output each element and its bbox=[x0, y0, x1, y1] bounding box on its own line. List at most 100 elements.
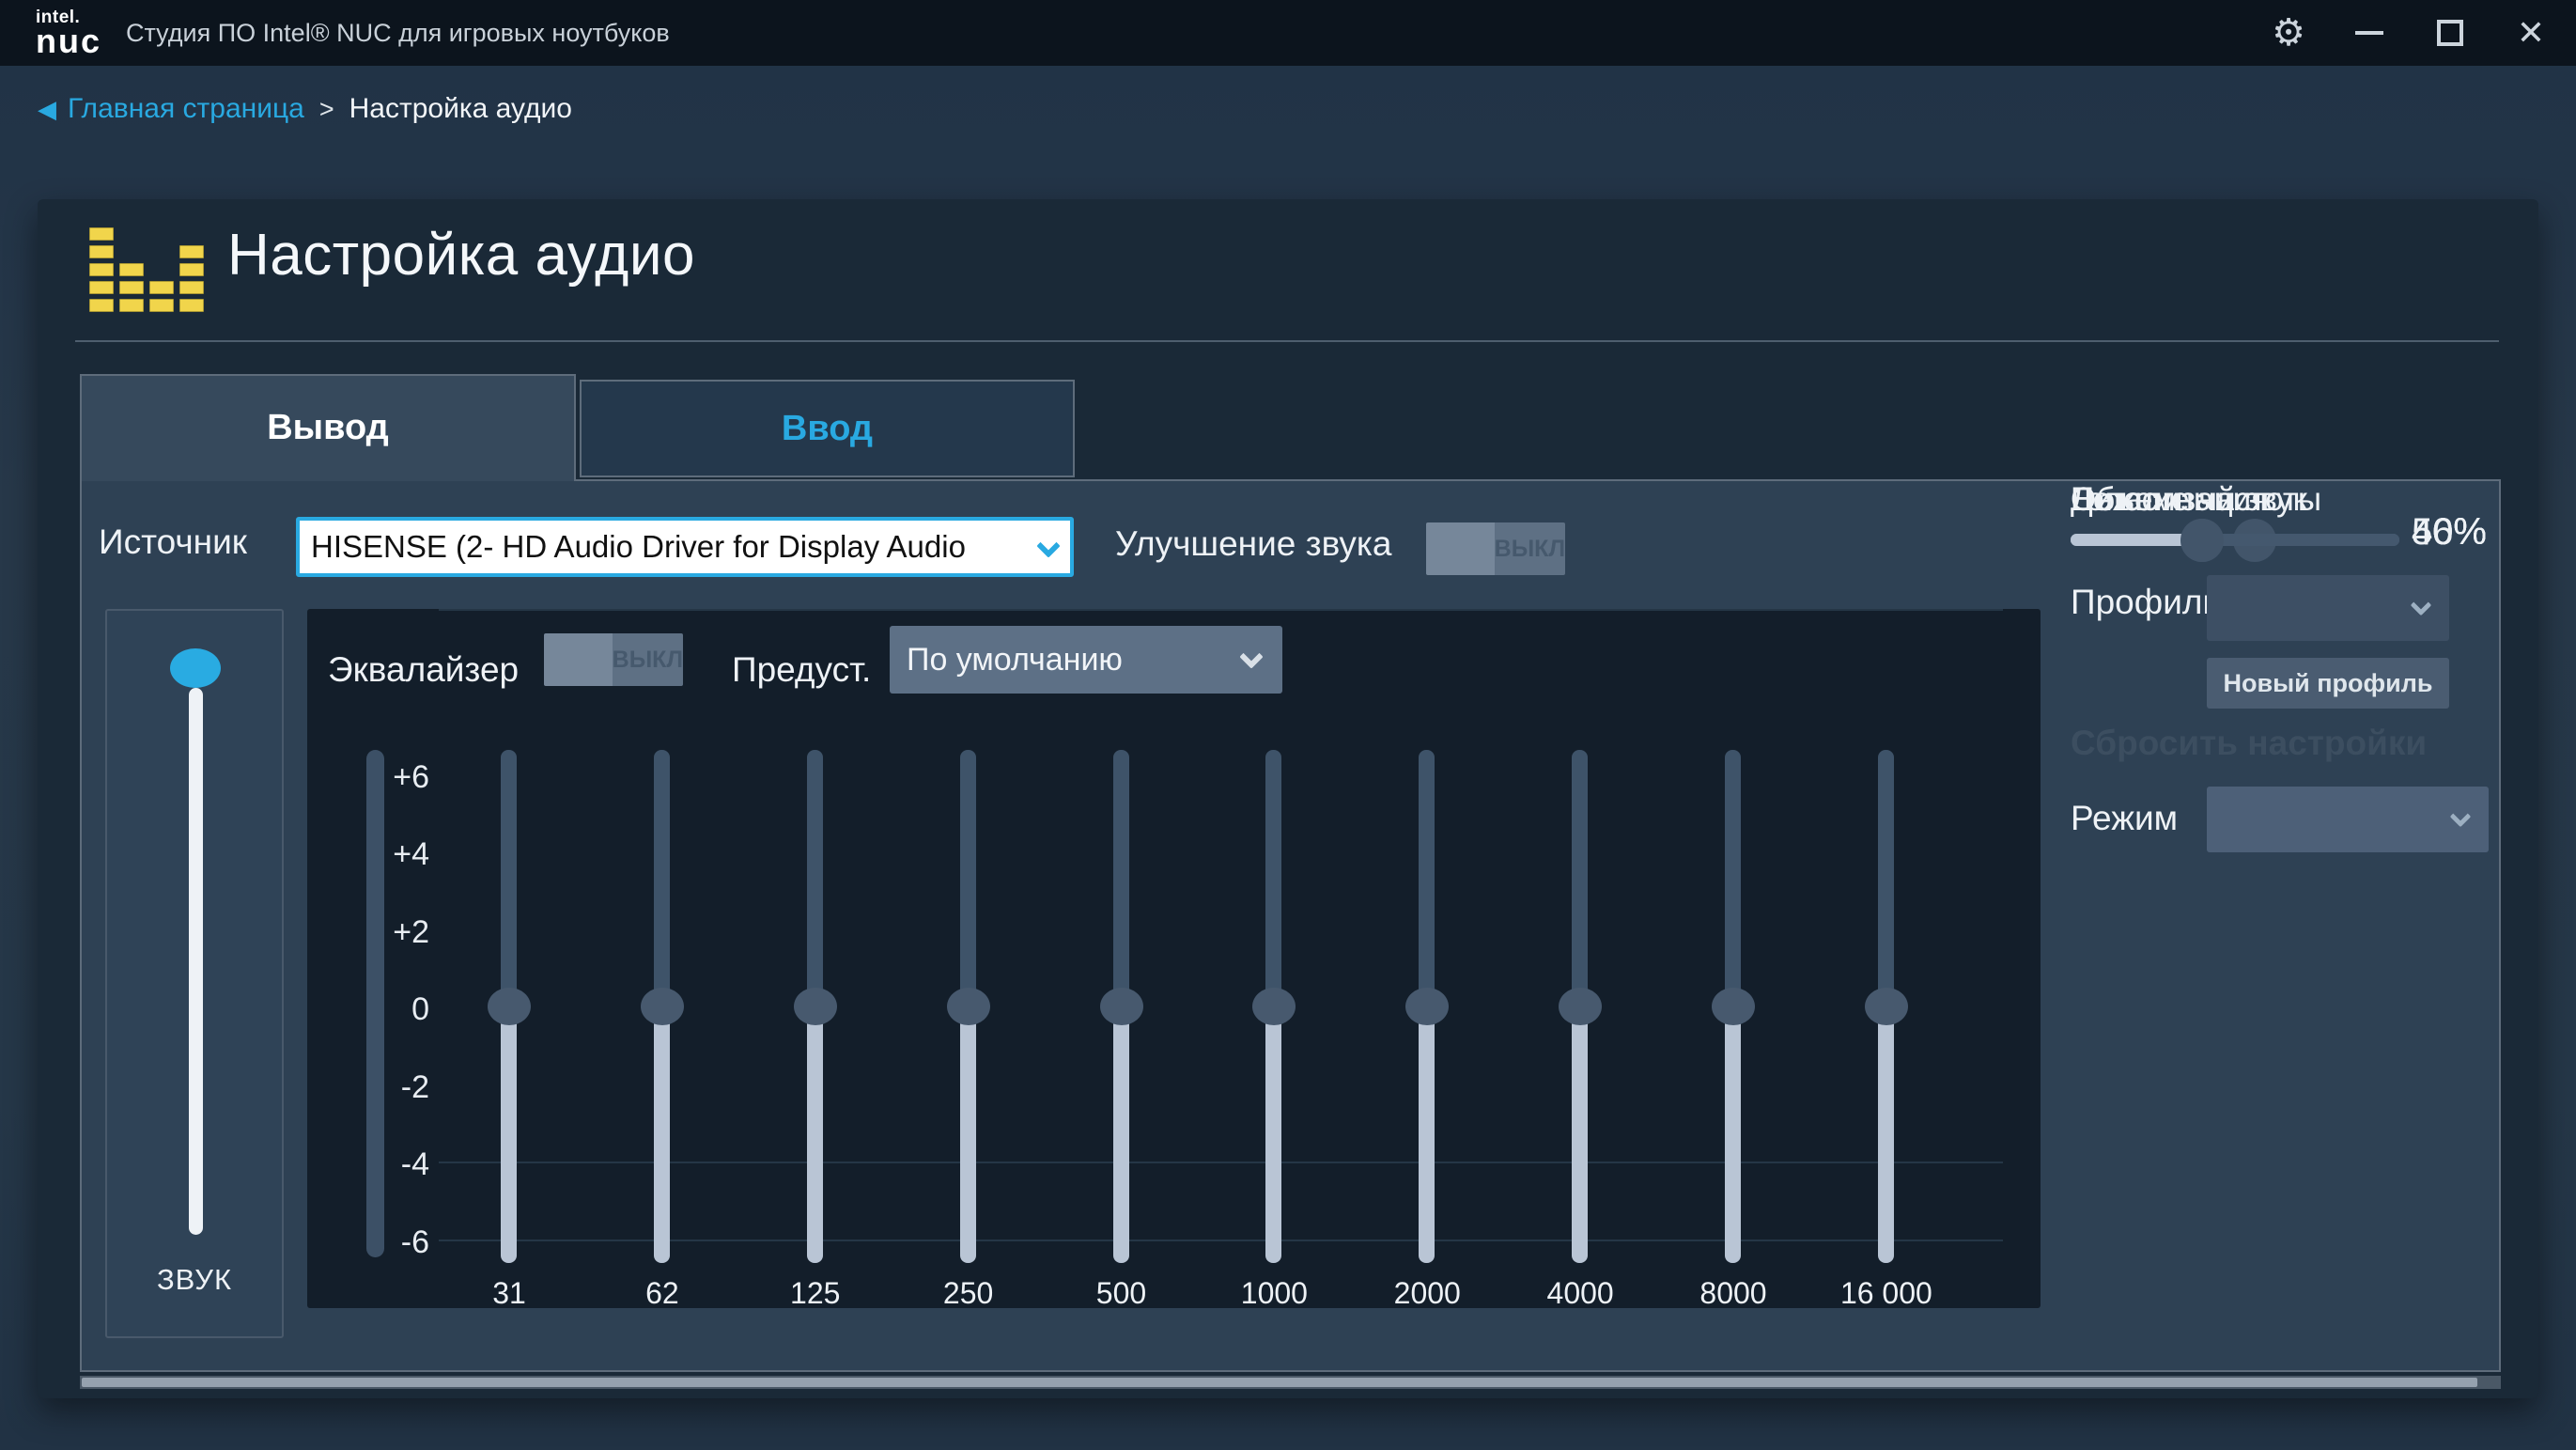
profile-dropdown[interactable] bbox=[2207, 575, 2449, 641]
slider-knob[interactable] bbox=[2180, 518, 2224, 562]
eq-band-frequency: 500 bbox=[1095, 1276, 1147, 1310]
effect-value: 40% bbox=[2411, 511, 2487, 553]
source-device-value: HISENSE (2- HD Audio Driver for Display … bbox=[311, 529, 966, 564]
eq-scale-bar bbox=[366, 750, 384, 1257]
eq-band-frequency: 16 000 bbox=[1839, 1276, 1932, 1310]
reset-settings-button[interactable]: Сбросить настройки bbox=[2071, 724, 2428, 762]
eq-track-lower[interactable] bbox=[1877, 1006, 1894, 1263]
eq-band-knob[interactable] bbox=[1099, 988, 1143, 1025]
eq-band-knob[interactable] bbox=[640, 988, 684, 1025]
eq-track-upper[interactable] bbox=[1265, 750, 1282, 1006]
minimize-button[interactable] bbox=[2343, 7, 2396, 59]
eq-scale-label: -6 bbox=[400, 1224, 429, 1260]
eq-track-upper[interactable] bbox=[1572, 750, 1589, 1006]
eq-band: 500 bbox=[1051, 750, 1192, 1333]
close-button[interactable]: ✕ bbox=[2505, 7, 2557, 59]
eq-track-upper[interactable] bbox=[1877, 750, 1894, 1006]
breadcrumb-separator: > bbox=[318, 94, 334, 123]
eq-track-lower[interactable] bbox=[1265, 1006, 1282, 1263]
close-icon: ✕ bbox=[2516, 13, 2546, 52]
eq-band: 125 bbox=[745, 750, 886, 1333]
eq-track-lower[interactable] bbox=[1572, 1006, 1589, 1263]
eq-track-upper[interactable] bbox=[1725, 750, 1741, 1006]
eq-band-knob[interactable] bbox=[1864, 988, 1908, 1025]
eq-band-knob[interactable] bbox=[1712, 988, 1755, 1025]
eq-track-lower[interactable] bbox=[1725, 1006, 1741, 1263]
eq-band-frequency: 2000 bbox=[1393, 1276, 1461, 1310]
maximize-icon bbox=[2437, 20, 2463, 46]
source-device-select[interactable]: HISENSE (2- HD Audio Driver for Display … bbox=[296, 517, 1074, 577]
eq-track-lower[interactable] bbox=[501, 1006, 517, 1263]
maximize-button[interactable] bbox=[2424, 7, 2476, 59]
effect-value: 56% bbox=[2411, 511, 2487, 553]
audio-settings-card: Настройка аудио Вывод Ввод Источник HISE… bbox=[38, 199, 2538, 1398]
eq-band-knob[interactable] bbox=[1405, 988, 1450, 1025]
eq-track-lower[interactable] bbox=[959, 1006, 976, 1263]
settings-gear-icon[interactable]: ⚙ bbox=[2272, 12, 2305, 54]
eq-track-upper[interactable] bbox=[806, 750, 823, 1006]
scrollbar-thumb[interactable] bbox=[82, 1378, 2477, 1387]
effect-value: 40% bbox=[2411, 511, 2487, 553]
eq-bands: 31 62 125 250 bbox=[439, 750, 1957, 1333]
volume-slider-knob[interactable] bbox=[170, 648, 221, 688]
tab-input[interactable]: Ввод bbox=[580, 380, 1075, 477]
eq-band-knob[interactable] bbox=[1252, 988, 1296, 1025]
mode-dropdown[interactable] bbox=[2207, 787, 2489, 852]
sound-enhancement-toggle[interactable]: ВЫКЛ bbox=[1426, 522, 1565, 575]
eq-band: 1000 bbox=[1203, 750, 1344, 1333]
eq-gridline bbox=[439, 1240, 2003, 1241]
profile-label: Профиль bbox=[2071, 583, 2221, 621]
eq-band: 62 bbox=[592, 750, 733, 1333]
logo-intel-text: intel. bbox=[36, 7, 81, 27]
eq-track-upper[interactable] bbox=[1419, 750, 1435, 1006]
tab-output[interactable]: Вывод bbox=[80, 374, 576, 481]
page-title: Настройка аудио bbox=[227, 223, 695, 288]
eq-track-lower[interactable] bbox=[1419, 1006, 1435, 1263]
effect-row: Объемный звук 40% bbox=[2071, 481, 2501, 585]
volume-panel: ЗВУК bbox=[105, 609, 284, 1338]
app-title: Студия ПО Intel® NUC для игровых ноутбук… bbox=[126, 18, 670, 47]
eq-track-lower[interactable] bbox=[653, 1006, 670, 1263]
eq-track-upper[interactable] bbox=[1112, 750, 1129, 1006]
equalizer-toggle[interactable]: ВЫКЛ bbox=[544, 633, 683, 686]
toggle-knob bbox=[1426, 522, 1495, 575]
eq-track-lower[interactable] bbox=[806, 1006, 823, 1263]
chevron-down-icon bbox=[2410, 594, 2432, 616]
minimize-icon bbox=[2355, 31, 2383, 35]
eq-gridline bbox=[439, 1162, 2003, 1163]
toggle-state-label: ВЫКЛ bbox=[612, 633, 683, 686]
sound-enhancement-label: Улучшение звука bbox=[1115, 524, 1392, 563]
equalizer-panel: Эквалайзер ВЫКЛ Предуст. По умолчанию +6… bbox=[307, 609, 2041, 1310]
volume-slider-track[interactable] bbox=[189, 688, 203, 1235]
horizontal-scrollbar[interactable] bbox=[80, 1376, 2501, 1389]
eq-band-knob[interactable] bbox=[488, 988, 531, 1025]
eq-band: 16 000 bbox=[1816, 750, 1957, 1333]
mode-label: Режим bbox=[2071, 799, 2179, 837]
effect-label: Нижние частоты bbox=[2071, 481, 2322, 518]
back-arrow-icon[interactable]: ◀ bbox=[38, 94, 56, 123]
logo-nuc-text: nuc bbox=[36, 21, 102, 60]
chevron-down-icon bbox=[1036, 534, 1061, 558]
preset-dropdown[interactable]: По умолчанию bbox=[890, 626, 1282, 694]
surround-slider[interactable] bbox=[2071, 518, 2399, 562]
effect-label: Голос bbox=[2071, 481, 2159, 518]
eq-band-knob[interactable] bbox=[793, 988, 837, 1025]
eq-track-upper[interactable] bbox=[959, 750, 976, 1006]
toggle-state-label: ВЫКЛ bbox=[1494, 522, 1565, 575]
preset-label: Предуст. bbox=[732, 650, 872, 689]
chevron-down-icon bbox=[1239, 645, 1264, 669]
eq-scale-label: 0 bbox=[411, 991, 429, 1027]
slider-fill bbox=[2071, 534, 2202, 546]
eq-scale-label: +6 bbox=[393, 759, 429, 795]
eq-track-lower[interactable] bbox=[1112, 1006, 1129, 1263]
header-divider bbox=[75, 340, 2499, 342]
new-profile-button[interactable]: Новый профиль bbox=[2207, 658, 2449, 709]
eq-band-knob[interactable] bbox=[946, 988, 990, 1025]
eq-band: 250 bbox=[898, 750, 1039, 1333]
eq-gridline bbox=[439, 609, 2003, 611]
eq-band-knob[interactable] bbox=[1559, 988, 1603, 1025]
eq-track-upper[interactable] bbox=[501, 750, 517, 1006]
eq-scale-label: +4 bbox=[393, 836, 429, 872]
breadcrumb-home-link[interactable]: Главная страница bbox=[68, 93, 304, 124]
eq-track-upper[interactable] bbox=[653, 750, 670, 1006]
